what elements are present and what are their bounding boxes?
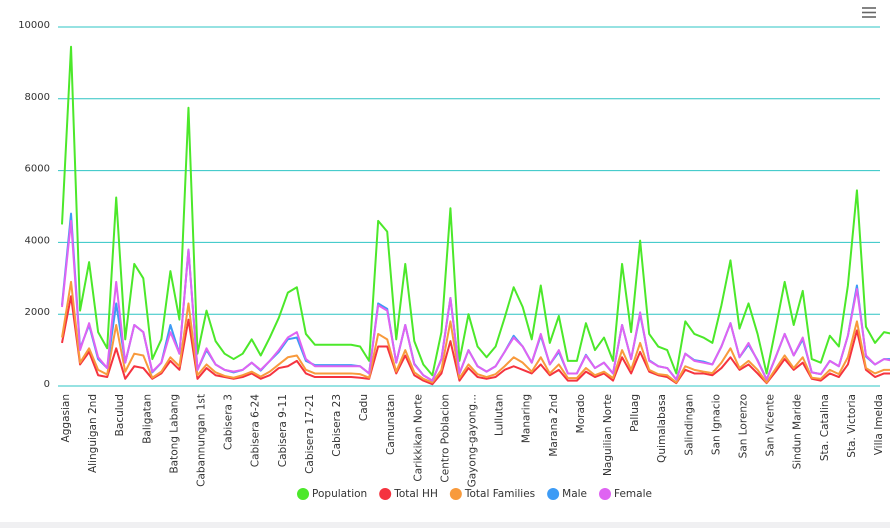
x-tick-label: Centro Poblacion xyxy=(439,394,451,483)
legend-item[interactable]: Male xyxy=(547,488,587,500)
legend-item[interactable]: Total Families xyxy=(449,488,535,500)
x-tick-label: Cabisera 23 xyxy=(331,394,343,457)
x-tick-label: Gayong-gayong... xyxy=(467,394,479,487)
x-tick-label: Cabisera 17-21 xyxy=(304,394,316,474)
x-tick-label: Manaring xyxy=(521,394,533,443)
x-tick-label: Naguilian Norte xyxy=(602,394,614,476)
legend-label: Total HH xyxy=(393,488,438,500)
series-line xyxy=(61,295,890,386)
x-tick-label: Palluag xyxy=(629,394,641,432)
legend-label: Total Families xyxy=(464,488,535,500)
x-tick-label: Cabannungan 1st xyxy=(196,394,208,487)
legend-swatch xyxy=(379,488,392,500)
x-tick-label: Batong Labang xyxy=(168,394,180,474)
x-tick-label: Cabisera 9-11 xyxy=(277,394,289,467)
x-tick-label: Carikkikan Norte xyxy=(412,394,424,482)
x-tick-label: Sta. Victoria xyxy=(846,394,858,458)
x-tick-label: Cabisera 3 xyxy=(223,394,235,450)
legend-swatch xyxy=(297,488,310,500)
x-tick-label: Morado xyxy=(575,394,587,433)
y-tick-label: 6000 xyxy=(25,164,50,175)
legend-item[interactable]: Female xyxy=(599,488,652,500)
x-tick-label: Quimalabasa xyxy=(656,394,668,463)
y-tick-label: 8000 xyxy=(25,92,50,103)
legend-label: Male xyxy=(562,488,587,500)
x-tick-label: Sta. Catalina xyxy=(819,394,831,461)
x-tick-label: Aggasian xyxy=(60,394,72,442)
x-tick-label: San Vicente xyxy=(765,394,777,456)
legend-swatch xyxy=(547,488,560,500)
x-tick-label: San Ignacio xyxy=(710,394,722,455)
y-tick-label: 4000 xyxy=(25,235,50,246)
legend: Population Total HH Total Families Male Fema… xyxy=(297,488,652,500)
x-tick-label: Lullutan xyxy=(494,394,506,436)
series-line xyxy=(61,219,890,382)
series-line xyxy=(61,280,890,384)
x-tick-label: Camunatan xyxy=(385,394,397,455)
x-tick-label: Marana 2nd xyxy=(548,394,560,457)
bottom-strip xyxy=(0,522,890,528)
legend-label: Population xyxy=(312,488,367,500)
x-tick-label: Salindingan xyxy=(683,394,695,456)
series-line xyxy=(61,45,890,377)
legend-swatch xyxy=(449,488,462,500)
y-tick-label: 0 xyxy=(44,379,50,390)
x-tick-label: Cadu xyxy=(358,394,370,421)
legend-item[interactable]: Population xyxy=(297,488,367,500)
x-tick-label: Baculud xyxy=(114,394,126,436)
x-tick-label: Cabisera 6-24 xyxy=(250,394,262,468)
legend-item[interactable]: Total HH xyxy=(379,488,438,500)
y-tick-label: 10000 xyxy=(18,20,50,31)
x-tick-label: Villa Imelda xyxy=(873,394,885,455)
legend-swatch xyxy=(599,488,612,500)
menu-icon[interactable] xyxy=(862,7,876,18)
x-tick-label: Sindun Maride xyxy=(792,394,804,469)
x-tick-label: Alinguigan 2nd xyxy=(87,394,99,473)
x-tick-label: San Lorenzo xyxy=(738,394,750,458)
legend-label: Female xyxy=(614,488,652,500)
y-tick-label: 2000 xyxy=(25,307,50,318)
x-tick-label: Baligatan xyxy=(141,394,153,444)
